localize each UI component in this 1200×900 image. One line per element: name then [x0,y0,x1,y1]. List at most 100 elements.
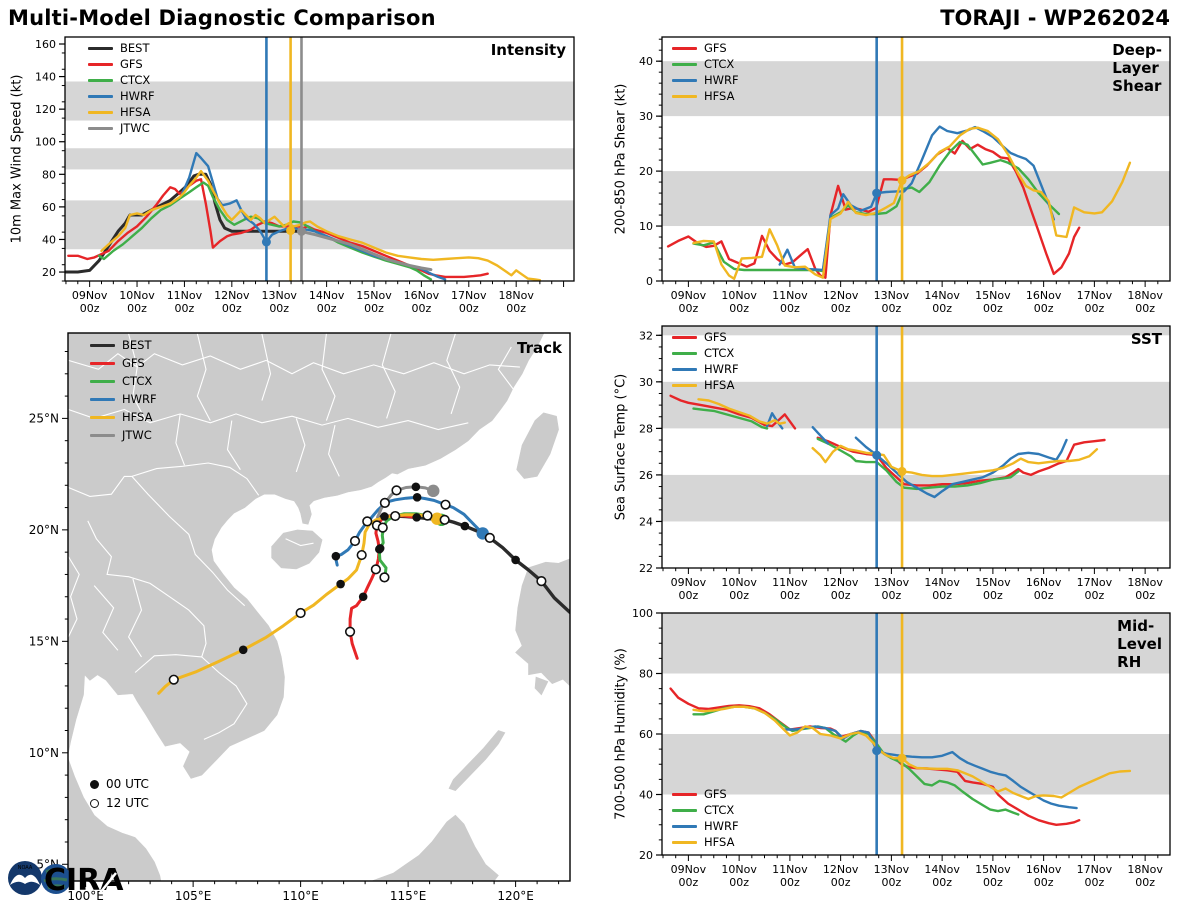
legend-item-gfs: GFS [672,331,739,344]
sst-series-hwrf [854,436,1068,499]
legend-item-ctcx: CTCX [672,804,739,817]
legend-label: CTCX [704,346,735,360]
rh-series-hfsa [692,705,1132,801]
legend-item-hwrf: HWRF [672,363,739,376]
intensity-xtick-date: 10Nov [119,289,155,302]
marker-00utc [511,555,520,565]
rh-xtick-date: 15Nov [975,863,1011,876]
legend-item-hfsa: HFSA [88,106,155,119]
track-initdot-jtwc [427,484,440,498]
legend-swatch-hwrf [90,397,115,402]
admin-border [175,413,186,466]
legend-label: HWRF [704,819,739,833]
track-panel-title: Track [517,339,562,357]
sst-panel-title: SST [1130,330,1162,348]
marker-12utc [295,607,306,619]
shear-legend: GFS CTCX HWRF HFSA [672,42,739,103]
intensity-xtick-hour: 00z [506,302,526,315]
admin-border [87,520,207,658]
admin-border [321,333,336,421]
rh-xtick-hour: 00z [729,876,749,889]
sst-xtick-date: 17Nov [1077,576,1113,589]
shear-band [662,171,1170,227]
intensity-xtick-hour: 00z [364,302,384,315]
shear-xtick-hour: 00z [932,302,952,315]
legend-label: CTCX [704,57,735,71]
marker-12utc [484,532,495,543]
intensity-ytick: 100 [35,136,56,149]
legend-label: CTCX [120,73,151,87]
shear-band [662,61,1170,117]
marker-12utc [390,510,401,522]
landmass [448,730,506,792]
admin-border [131,462,260,496]
rh-chart: 09Nov00z10Nov00z11Nov00z12Nov00z13Nov00z… [632,607,1171,889]
legend-label: GFS [704,330,727,344]
shear-ytick: 40 [639,55,653,68]
intensity-initdot-jtwc [296,226,306,236]
intensity-ytick: 20 [42,266,56,279]
legend-swatch-hfsa [88,110,113,115]
marker-00utc [358,592,368,602]
marker-12utc [422,510,433,521]
legend-swatch-hfsa [672,94,697,99]
intensity-xtick-hour: 00z [80,302,100,315]
legend-swatch-hfsa [90,415,115,420]
legend-label: HFSA [704,89,735,103]
rh-initdot-hwrf [872,746,882,756]
admin-border [295,418,306,473]
sst-xtick-date: 13Nov [874,576,910,589]
legend-label: CTCX [704,803,735,817]
legend-item-gfs: GFS [672,788,739,801]
sst-xtick-hour: 00z [678,589,698,602]
intensity-ytick: 160 [35,38,56,51]
marker-12utc [168,674,179,685]
shear-xtick-date: 10Nov [721,289,757,302]
legend-label: GFS [704,41,727,55]
map-ytick: 10°N [29,746,59,760]
intensity-ytick: 40 [42,233,56,246]
admin-border [93,585,119,651]
utc-legend-item-filled: 00 UTC [90,778,149,791]
sst-xtick-hour: 00z [1135,589,1155,602]
legend-swatch-hwrf [672,824,697,829]
intensity-xtick-date: 09Nov [72,289,108,302]
legend-swatch-ctcx [88,78,113,83]
sst-initdot-hfsa [897,466,907,476]
rh-initdot-hfsa [897,753,907,763]
intensity-xtick-hour: 00z [222,302,242,315]
admin-border [131,476,246,607]
legend-item-gfs: GFS [672,42,739,55]
shear-ytick: 20 [639,165,653,178]
legend-item-hfsa: HFSA [672,90,739,103]
admin-border [497,346,514,390]
sst-xtick-date: 18Nov [1127,576,1163,589]
admin-border [446,333,461,415]
rh-xtick-hour: 00z [1034,876,1054,889]
legend-item-ctcx: CTCX [672,347,739,360]
storm-id-title: TORAJI - WP262024 [940,6,1170,30]
sst-ytick: 28 [639,422,653,435]
marker-12utc [349,535,361,547]
intensity-chart: 09Nov00z10Nov00z11Nov00z12Nov00z13Nov00z… [35,36,575,315]
rh-ylabel: 700-500 hPa Humidity (%) [613,648,629,820]
intensity-xtick-hour: 00z [412,302,432,315]
legend-swatch-ctcx [672,351,697,356]
admin-border [261,333,272,401]
track-legend: BEST GFS CTCX HWRF HFSA JTWC [90,339,157,442]
marker-12utc [536,576,547,587]
shear-xtick-date: 15Nov [975,289,1011,302]
legend-label: HWRF [122,392,157,406]
legend-swatch-gfs [672,792,697,797]
sst-ytick: 26 [639,469,653,482]
legend-label: BEST [122,338,152,352]
rh-series-hwrf [783,725,1078,810]
legend-swatch-hfsa [672,840,697,845]
sst-legend: GFS CTCX HWRF HFSA [672,331,739,392]
legend-item-ctcx: CTCX [88,74,155,87]
legend-label: CTCX [122,374,153,388]
shear-xtick-date: 11Nov [772,289,808,302]
sst-initdot-hwrf [872,450,882,460]
legend-swatch-hwrf [672,78,697,83]
legend-label: HFSA [704,835,735,849]
